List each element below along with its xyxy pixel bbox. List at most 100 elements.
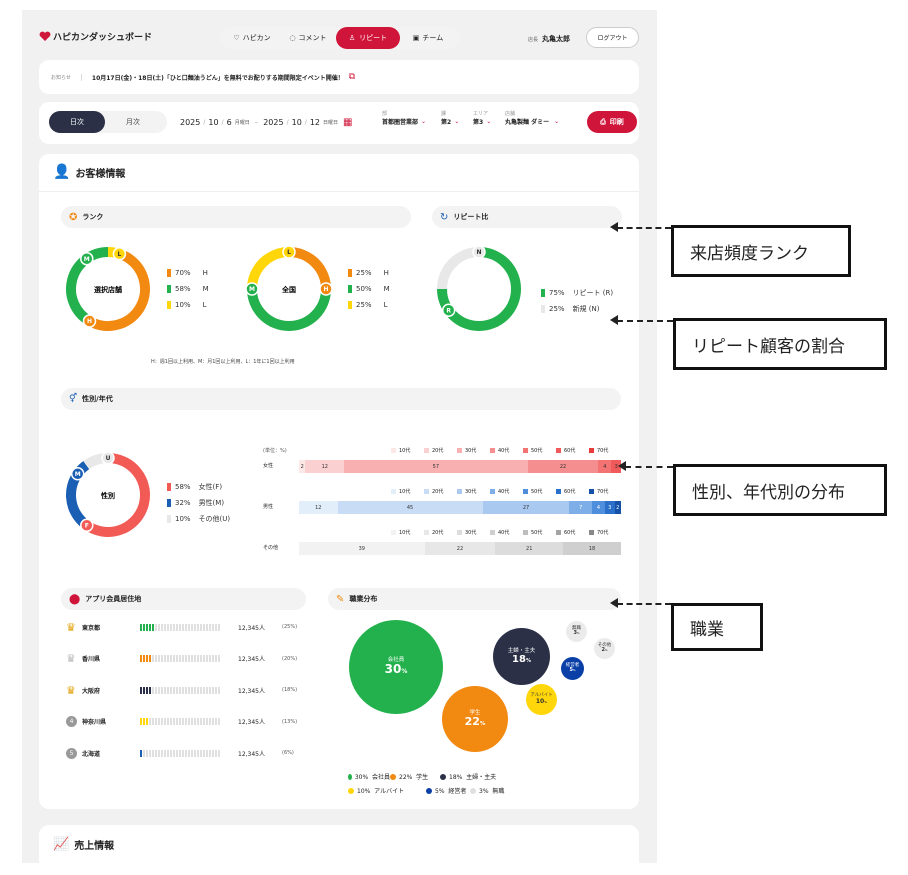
member-pct: (13%): [282, 718, 298, 725]
notice-text[interactable]: 10月17日(金)・18日(土)「ひと口麺油うどん」を無料でお配りする期間限定イ…: [91, 74, 344, 82]
meter-tick: [164, 686, 166, 694]
nav-comment[interactable]: ◌ コメント: [280, 33, 336, 43]
segment-M: [66, 247, 109, 326]
print-button[interactable]: ⎙ 印刷: [587, 111, 637, 133]
legend-dot: [348, 787, 354, 794]
age-legend-item: 30代: [457, 488, 490, 495]
meter-tick: [212, 718, 214, 725]
age-label: 30代: [465, 489, 477, 495]
list-item[interactable]: ♛ 東京都 12,345人 (25%): [66, 620, 297, 634]
age-label: 10代: [399, 448, 411, 454]
meter-tick: [215, 623, 217, 631]
meter-tick: [185, 718, 187, 725]
zone-select[interactable]: エリア 第3 ⌄: [473, 110, 491, 126]
meter-tick: [209, 623, 211, 631]
meter-tick: [194, 623, 196, 631]
logo[interactable]: ハピカンダッシュボード: [39, 30, 152, 43]
age-label: 40代: [498, 489, 510, 495]
notice-label: お知らせ: [51, 73, 82, 81]
end-month: 10: [291, 117, 302, 127]
meter-tick: [152, 655, 154, 662]
age-swatch: [424, 448, 429, 453]
meter-tick: [155, 655, 157, 662]
print-label: 印刷: [609, 118, 624, 126]
callout-line: [617, 227, 671, 229]
share-meter: [140, 686, 238, 694]
chevron-down-icon: ⌄: [486, 118, 492, 125]
segment-marker: [112, 247, 127, 261]
meter-tick: [185, 686, 187, 694]
date-range[interactable]: 2025/ 10/ 6 月曜日 – 2025/ 10/ 12 日曜日 ▦: [180, 116, 353, 128]
age-segment: 4: [598, 460, 612, 473]
chevron-down-icon: ⌄: [454, 118, 460, 125]
age-swatch: [424, 489, 429, 494]
meter-tick: [140, 749, 142, 757]
area-select[interactable]: 課 第2 ⌄: [441, 110, 459, 126]
meter-tick: [170, 749, 172, 757]
dept-select[interactable]: 部 首都圏営業部 ⌄: [382, 110, 426, 126]
meter-tick: [182, 623, 184, 631]
nav-repeat[interactable]: ♙ リピート: [336, 27, 400, 49]
meter-tick: [206, 718, 208, 725]
segment-marker: [441, 303, 456, 317]
meter-tick: [197, 655, 199, 662]
segment-marker: [319, 282, 333, 296]
list-item[interactable]: 4 神奈川県 12,345人 (13%): [66, 715, 297, 729]
segment-marker: [101, 451, 115, 465]
meter-tick: [209, 655, 211, 662]
meter-tick: [143, 749, 145, 757]
list-item[interactable]: 5 北海道 12,345人 (6%): [66, 746, 294, 760]
zone-value: 第3: [473, 119, 484, 126]
tab-monthly[interactable]: 月次: [126, 118, 140, 126]
bubble-label: アルバイト: [530, 693, 553, 699]
crown-icon: ♛: [66, 683, 76, 697]
nav-happikan[interactable]: ♡ ハピカン: [224, 33, 280, 43]
age-legend-item: 20代: [424, 488, 457, 495]
meter-tick: [143, 623, 145, 631]
meter-tick: [176, 718, 178, 725]
legend-key: M: [202, 285, 209, 293]
age-stacked-bar: 2 12 57 22 4 3: [299, 460, 621, 473]
age-swatch: [457, 448, 462, 453]
share-meter: [140, 749, 238, 757]
member-pct: (20%): [282, 655, 298, 662]
donut-segments: F M U: [66, 451, 150, 537]
meter-tick: [176, 686, 178, 694]
legend-key: リピート (R): [572, 289, 614, 297]
occupation-legend-item: 3% 無職: [470, 786, 510, 795]
calendar-icon[interactable]: ▦: [343, 116, 353, 128]
gender-legend: 58% 女性(F) 32% 男性(M) 10% その他(U): [167, 479, 230, 527]
meter-tick: [143, 686, 145, 694]
age-label: 30代: [465, 530, 477, 536]
tab-daily[interactable]: 日次: [49, 111, 105, 133]
nav-label: ハピカン: [242, 34, 271, 42]
zone-label: エリア: [473, 111, 489, 117]
crown-icon: ♛: [66, 652, 76, 665]
callout-line: [617, 320, 673, 322]
nav-team[interactable]: ▣ チーム: [400, 33, 456, 43]
meter-tick: [146, 623, 148, 631]
logout-button[interactable]: ログアウト: [586, 27, 639, 48]
age-legend-item: 30代: [457, 529, 490, 536]
segment-marker-label: R: [446, 307, 451, 314]
occupation-legend-item: 30% 会社員: [348, 772, 390, 781]
meter-tick: [194, 718, 196, 725]
list-item[interactable]: ♛ 香川県 12,345人 (20%): [66, 652, 297, 666]
occupation-bubble: アルバイト 10%: [526, 684, 557, 715]
area-label: 課: [441, 111, 447, 117]
meter-tick: [206, 686, 208, 694]
rank-header: ✪ ランク: [61, 206, 411, 228]
callout-gender-age: 性別、年代別の分布: [673, 464, 887, 516]
list-item[interactable]: ♛ 大阪府 12,345人 (18%): [66, 683, 297, 697]
meter-tick: [152, 749, 154, 757]
age-swatch: [556, 448, 561, 453]
gender-title: 性別/年代: [82, 395, 113, 403]
age-legend-item: 10代: [391, 488, 424, 495]
copy-icon[interactable]: ⧉: [348, 72, 356, 82]
age-legend: 10代 20代 30代 40代 50代 60代 70代: [391, 447, 622, 454]
segment-marker: [282, 245, 296, 259]
meter-tick: [170, 718, 172, 725]
bubble-value: 2%: [601, 647, 608, 654]
store-select[interactable]: 店舗 丸亀製麺 ダミー ⌄: [505, 110, 559, 126]
age-label: 50代: [531, 448, 543, 454]
